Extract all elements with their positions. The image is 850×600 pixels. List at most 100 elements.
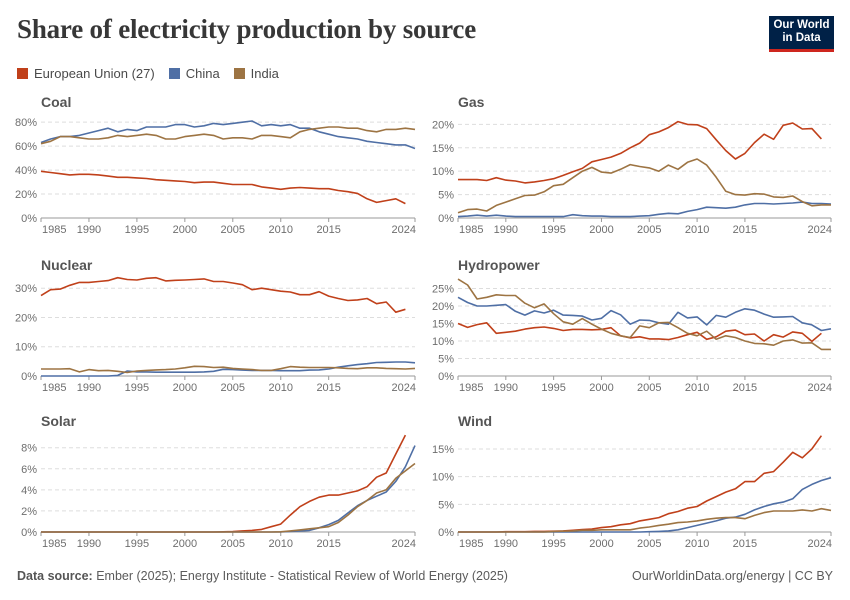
panel-gas: Gas 0% 5% 10% 15% 20% 1985 1990 1995 2000 2005 2010… bbox=[432, 94, 832, 236]
legend-swatch-eu bbox=[17, 68, 28, 79]
x-tick-label: 1990 bbox=[77, 382, 101, 394]
data-source-text: Ember (2025); Energy Institute - Statist… bbox=[96, 569, 508, 583]
panel-title: Wind bbox=[458, 413, 492, 429]
x-tick-label: 2005 bbox=[221, 224, 245, 236]
y-tick-label: 15% bbox=[432, 143, 454, 155]
legend-item-india[interactable]: India bbox=[233, 66, 279, 81]
x-tick-label: 2015 bbox=[316, 538, 340, 550]
x-tick-label: 1995 bbox=[541, 538, 565, 550]
x-tick-label: 2010 bbox=[685, 382, 709, 394]
legend-swatch-india bbox=[233, 68, 245, 79]
x-tick-label: 1995 bbox=[125, 538, 149, 550]
x-tick-label: 2005 bbox=[221, 382, 245, 394]
legend-swatch-china bbox=[168, 68, 180, 79]
x-tick-label: 1985 bbox=[459, 382, 483, 394]
y-tick-label: 0% bbox=[438, 527, 454, 539]
owid-logo[interactable]: Our World in Data bbox=[769, 16, 834, 52]
y-tick-label: 0% bbox=[21, 527, 37, 539]
y-tick-label: 10% bbox=[432, 166, 454, 178]
chart-title: Share of electricity production by sourc… bbox=[17, 14, 477, 44]
x-tick-label: 1995 bbox=[125, 224, 149, 236]
y-tick-label: 5% bbox=[438, 190, 454, 202]
x-tick-label: 2015 bbox=[733, 382, 757, 394]
y-tick-label: 20% bbox=[432, 301, 454, 313]
legend-label: European Union (27) bbox=[34, 66, 155, 81]
y-tick-label: 10% bbox=[15, 342, 37, 354]
x-tick-label: 1985 bbox=[459, 224, 483, 236]
panel-title: Gas bbox=[458, 94, 485, 110]
series-line-eu bbox=[40, 170, 406, 205]
series-line-india bbox=[41, 462, 416, 533]
x-tick-label: 2024 bbox=[392, 224, 416, 236]
series-line-china bbox=[40, 120, 416, 150]
y-tick-label: 4% bbox=[21, 485, 37, 497]
x-tick-label: 2000 bbox=[173, 382, 197, 394]
panel-wind: Wind 0% 5% 10% 15% 1985 1990 1995 2000 2005 2010 20… bbox=[432, 413, 832, 550]
legend-label: China bbox=[185, 66, 220, 81]
y-tick-label: 25% bbox=[432, 284, 454, 296]
y-tick-label: 5% bbox=[438, 354, 454, 366]
series-line-china bbox=[457, 296, 832, 332]
series-line-india bbox=[41, 365, 416, 374]
y-tick-label: 0% bbox=[21, 371, 37, 383]
x-tick-label: 2010 bbox=[269, 224, 293, 236]
x-tick-label: 2010 bbox=[269, 538, 293, 550]
x-tick-label: 2005 bbox=[637, 224, 661, 236]
y-tick-label: 20% bbox=[432, 119, 454, 131]
y-tick-label: 2% bbox=[21, 506, 37, 518]
series-line-eu bbox=[41, 434, 407, 533]
data-source: Data source: Ember (2025); Energy Instit… bbox=[17, 569, 508, 583]
x-tick-label: 1995 bbox=[541, 382, 565, 394]
data-source-label: Data source: bbox=[17, 569, 93, 583]
x-tick-label: 2015 bbox=[316, 382, 340, 394]
x-tick-label: 2000 bbox=[589, 538, 613, 550]
y-tick-label: 15% bbox=[432, 444, 454, 456]
x-tick-label: 2005 bbox=[637, 382, 661, 394]
x-tick-label: 1985 bbox=[42, 382, 66, 394]
y-tick-label: 20% bbox=[15, 189, 37, 201]
legend: European Union (27) China India bbox=[17, 66, 279, 81]
x-tick-label: 1995 bbox=[125, 382, 149, 394]
panel-nuclear: Nuclear 0% 10% 20% 30% 1985 1990 1995 2000 2005 20… bbox=[15, 257, 416, 394]
y-tick-label: 0% bbox=[438, 213, 454, 225]
x-tick-label: 2010 bbox=[269, 382, 293, 394]
x-tick-label: 2005 bbox=[637, 538, 661, 550]
panel-title: Nuclear bbox=[41, 257, 93, 273]
source-link[interactable]: OurWorldinData.org/energy | CC BY bbox=[631, 569, 833, 583]
x-tick-label: 1990 bbox=[494, 382, 518, 394]
y-tick-label: 15% bbox=[432, 319, 454, 331]
series-line-india bbox=[457, 158, 831, 214]
y-tick-label: 8% bbox=[21, 443, 37, 455]
series-line-india bbox=[458, 507, 832, 533]
x-tick-label: 1990 bbox=[494, 538, 518, 550]
panel-title: Hydropower bbox=[458, 257, 540, 273]
panel-solar: Solar 0% 2% 4% 6% 8% 1985 1990 1995 2000 2005 2010 2… bbox=[21, 413, 416, 550]
panel-title: Solar bbox=[41, 413, 77, 429]
x-tick-label: 2000 bbox=[589, 382, 613, 394]
x-tick-label: 2000 bbox=[173, 224, 197, 236]
x-tick-label: 2024 bbox=[808, 538, 832, 550]
series-line-india bbox=[40, 126, 416, 145]
y-tick-label: 30% bbox=[15, 283, 37, 295]
series-line-eu bbox=[40, 276, 406, 313]
series-line-china bbox=[458, 476, 832, 533]
series-line-eu bbox=[458, 435, 823, 533]
x-tick-label: 1990 bbox=[77, 224, 101, 236]
y-tick-label: 20% bbox=[15, 312, 37, 324]
y-tick-label: 10% bbox=[432, 472, 454, 484]
y-tick-label: 10% bbox=[432, 336, 454, 348]
legend-item-china[interactable]: China bbox=[168, 66, 220, 81]
x-tick-label: 2010 bbox=[685, 538, 709, 550]
legend-item-eu[interactable]: European Union (27) bbox=[17, 66, 155, 81]
series-line-china bbox=[41, 361, 416, 377]
series-line-china bbox=[41, 445, 416, 533]
x-tick-label: 2000 bbox=[173, 538, 197, 550]
x-tick-label: 2010 bbox=[685, 224, 709, 236]
y-tick-label: 80% bbox=[15, 117, 37, 129]
y-tick-label: 60% bbox=[15, 141, 37, 153]
y-tick-label: 0% bbox=[21, 213, 37, 225]
y-tick-label: 6% bbox=[21, 464, 37, 476]
x-tick-label: 2024 bbox=[808, 382, 832, 394]
x-tick-label: 2024 bbox=[392, 538, 416, 550]
